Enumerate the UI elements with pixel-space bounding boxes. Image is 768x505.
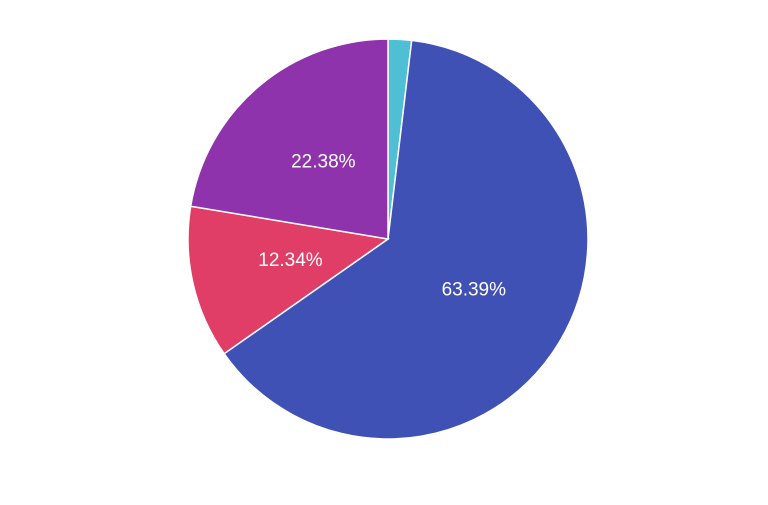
pie-slice [223,39,589,440]
data-label: 63.39% [442,279,507,300]
pie-slice [187,205,390,355]
data-label: 12.34% [258,250,323,271]
pie-slice [189,38,389,240]
data-label: 22.38% [291,152,356,173]
